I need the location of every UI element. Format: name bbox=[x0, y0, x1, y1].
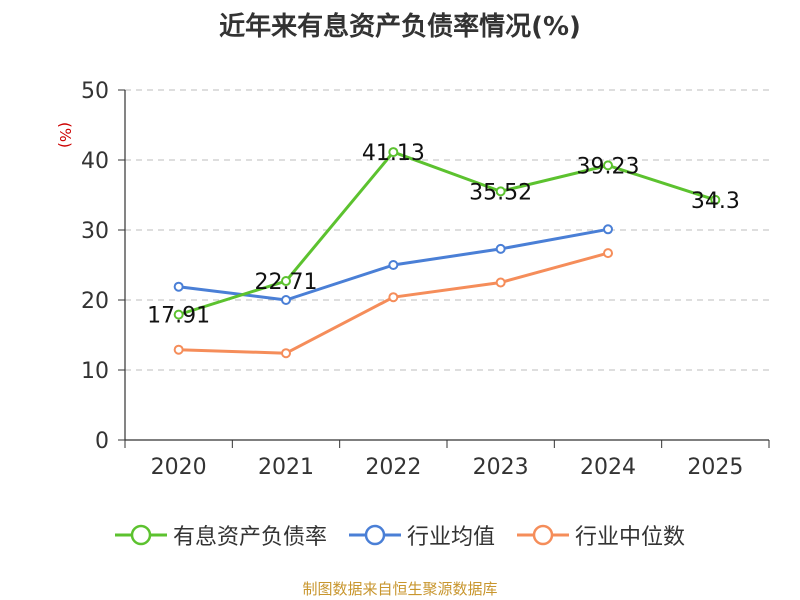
data-label: 41.13 bbox=[362, 141, 425, 166]
legend-circle-series-2 bbox=[364, 524, 386, 546]
data-point-series-3 bbox=[281, 348, 291, 359]
x-tick-label: 2020 bbox=[151, 455, 207, 480]
data-point-series-3 bbox=[495, 277, 506, 288]
x-tick-label: 2024 bbox=[580, 455, 636, 480]
series-line-1 bbox=[178, 150, 716, 317]
legend-marker-series-1 bbox=[114, 524, 167, 546]
data-point-series-3 bbox=[603, 248, 613, 259]
data-point-series-2 bbox=[495, 243, 506, 254]
legend-item-series-3[interactable]: 行业中位数 bbox=[517, 519, 685, 551]
y-tick-label: 10 bbox=[81, 359, 109, 384]
y-tick-label: 30 bbox=[81, 219, 109, 244]
y-tick-label: 20 bbox=[81, 289, 109, 314]
grid-lines bbox=[125, 89, 769, 371]
data-point-series-1 bbox=[603, 160, 613, 171]
data-point-series-2 bbox=[173, 281, 184, 292]
data-point-series-1 bbox=[281, 276, 291, 287]
x-tick-label: 2021 bbox=[258, 455, 314, 480]
x-tick-label: 2023 bbox=[473, 455, 529, 480]
data-point-series-1 bbox=[495, 186, 506, 197]
series-lines bbox=[173, 147, 721, 359]
data-label: 34.3 bbox=[691, 189, 740, 214]
y-tick-label: 40 bbox=[81, 149, 109, 174]
chart-title: 近年来有息资产负债率情况(%) bbox=[219, 12, 581, 42]
data-point-series-1 bbox=[388, 147, 399, 158]
data-label: 35.52 bbox=[469, 180, 532, 205]
legend-circle-series-3 bbox=[532, 524, 554, 546]
data-label: 17.91 bbox=[147, 304, 210, 329]
legend-label-series-1: 有息资产负债率 bbox=[172, 525, 327, 550]
legend-circle-series-1 bbox=[130, 524, 152, 546]
data-point-series-2 bbox=[388, 260, 399, 270]
x-tick-label: 2025 bbox=[687, 455, 743, 480]
data-point-series-2 bbox=[281, 295, 291, 305]
source-note: 制图数据来自恒生聚源数据库 bbox=[302, 580, 498, 598]
data-point-series-3 bbox=[388, 292, 399, 303]
data-point-series-2 bbox=[603, 224, 613, 235]
x-tick-label: 2022 bbox=[365, 455, 421, 480]
data-labels: 17.91 22.71 41.13 35.52 39.23 34.3 bbox=[147, 141, 740, 329]
legend-label-series-2: 行业均值 bbox=[406, 525, 495, 550]
data-label: 39.23 bbox=[577, 154, 640, 179]
y-tick-label: 0 bbox=[95, 429, 109, 454]
data-point-series-1 bbox=[710, 194, 721, 205]
legend-label-series-3: 行业中位数 bbox=[575, 525, 686, 550]
legend-item-series-2[interactable]: 行业均值 bbox=[348, 519, 495, 551]
legend-marker-series-3 bbox=[517, 524, 569, 546]
legend: 有息资产负债率 行业均值 行业中位数 bbox=[0, 519, 800, 551]
data-label: 22.71 bbox=[255, 270, 318, 295]
legend-item-series-1[interactable]: 有息资产负债率 bbox=[114, 519, 327, 551]
legend-marker-series-2 bbox=[348, 524, 401, 546]
data-point-series-3 bbox=[173, 344, 184, 355]
axes: 0 10 20 30 40 50 2020 2021 2022 2023 2024 2025 bbox=[81, 79, 770, 480]
data-point-series-1 bbox=[173, 309, 184, 320]
y-tick-label: 50 bbox=[81, 79, 109, 104]
